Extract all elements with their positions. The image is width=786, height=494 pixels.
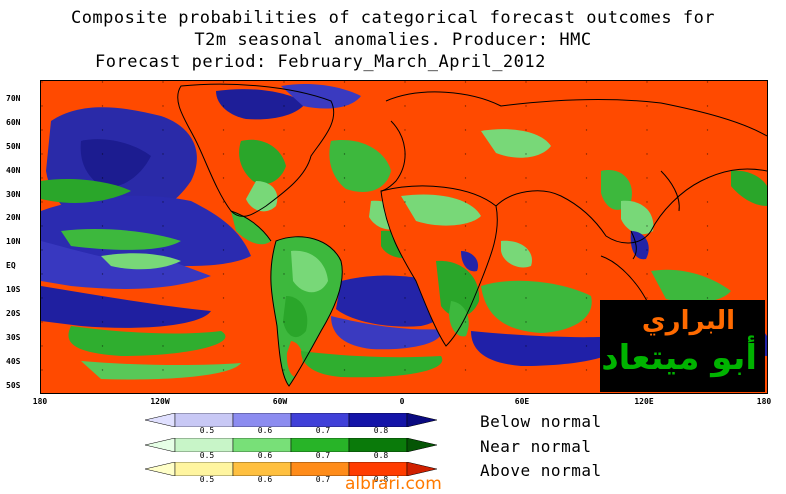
site-watermark: albrari.com (345, 474, 442, 494)
lat-label: 60N (6, 118, 21, 127)
near-normal-colorbar (144, 437, 438, 453)
below-normal-colorbar (144, 412, 438, 428)
scale-tick: 0.7 (315, 426, 331, 435)
scale-tick: 0.6 (257, 451, 273, 460)
below-normal-label: Below normal (480, 412, 602, 431)
lat-label: 70N (6, 94, 21, 103)
scale-tick: 0.5 (199, 451, 215, 460)
scale-tick: 0.7 (315, 475, 331, 484)
above-normal-colorbar (144, 461, 438, 477)
below-normal-scale: 0.5 0.6 0.7 0.8 (144, 412, 438, 435)
lat-label: 30N (6, 190, 21, 199)
scale-tick: 0.5 (199, 475, 215, 484)
lon-label: 60E (514, 397, 530, 406)
lon-label: 180 (32, 397, 48, 406)
watermark-logo: البراري أبو ميتعاد (600, 300, 765, 392)
above-normal-scale: 0.5 0.6 0.7 0.8 (144, 461, 438, 484)
logo-top-text: البراري (641, 306, 735, 336)
lat-label: 50N (6, 142, 21, 151)
lon-label: 120E (634, 397, 654, 406)
lat-label: 20S (6, 309, 21, 318)
lat-label: 50S (6, 381, 21, 390)
scale-tick: 0.7 (315, 451, 331, 460)
near-normal-scale: 0.5 0.6 0.7 0.8 (144, 437, 438, 460)
scale-tick: 0.8 (373, 475, 389, 484)
lat-label: 10S (6, 285, 21, 294)
scale-tick: 0.5 (199, 426, 215, 435)
scale-tick: 0.6 (257, 475, 273, 484)
lon-label: 60W (272, 397, 288, 406)
lon-label: 180 (756, 397, 772, 406)
near-normal-label: Near normal (480, 437, 592, 456)
lat-label: 10N (6, 237, 21, 246)
title-line-2: T2m seasonal anomalies. Producer: HMC (194, 30, 592, 50)
lon-label: 120W (150, 397, 170, 406)
lat-label: 40N (6, 166, 21, 175)
scale-tick: 0.6 (257, 426, 273, 435)
lat-label: 30S (6, 333, 21, 342)
scale-tick: 0.8 (373, 426, 389, 435)
above-normal-label: Above normal (480, 461, 602, 480)
title-line-1: Composite probabilities of categorical f… (70, 8, 716, 28)
lon-label: 0 (399, 397, 405, 406)
forecast-period: Forecast period: February_March_April_20… (95, 52, 546, 72)
lat-label: 20N (6, 213, 21, 222)
lat-label: EQ (6, 261, 16, 270)
scale-tick: 0.8 (373, 451, 389, 460)
logo-bottom-text: أبو ميتعاد (601, 338, 757, 378)
lat-label: 40S (6, 357, 21, 366)
